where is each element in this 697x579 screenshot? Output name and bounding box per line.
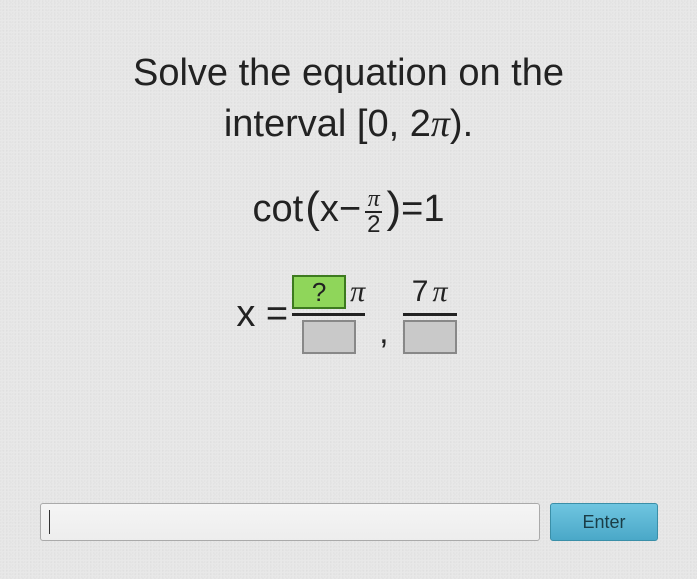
prompt-line-2: interval [0, 2π).: [0, 99, 697, 150]
answer-fraction-1: ? π: [292, 275, 365, 354]
interval-open: [: [357, 103, 368, 145]
prompt-line-1: Solve the equation on the: [0, 48, 697, 99]
equation-rparen: ): [386, 183, 401, 233]
equation-func: cot: [253, 188, 304, 231]
equation-rhs: 1: [423, 188, 444, 231]
equation: cot ( x − π 2 ) = 1: [0, 185, 697, 235]
interval-sep: ,: [389, 103, 410, 145]
interval-prefix: interval: [224, 103, 357, 145]
answer-row: x = ? π , 7π: [0, 275, 697, 354]
answer-blank-den-2[interactable]: [403, 320, 457, 354]
answer-comma: ,: [379, 313, 388, 352]
answer-blank-den-1[interactable]: [302, 320, 356, 354]
equation-var: x: [320, 188, 339, 231]
enter-button[interactable]: Enter: [550, 503, 658, 541]
text-cursor: [49, 510, 50, 534]
interval-b-pi: π: [431, 103, 450, 145]
equation-minus: −: [339, 188, 361, 231]
equation-fraction: π 2: [365, 187, 382, 237]
answer-input[interactable]: [40, 503, 540, 541]
equation-lparen: (: [305, 183, 320, 233]
answer-lhs: x =: [236, 293, 288, 336]
answer-fraction-2: 7π: [403, 275, 457, 354]
answer-num2-coef: 7: [412, 275, 429, 309]
interval-period: .: [463, 103, 474, 145]
interval-a: 0: [367, 103, 388, 145]
interval-b-coef: 2: [410, 103, 431, 145]
answer-pi-2: π: [432, 275, 447, 309]
answer-blank-active[interactable]: ?: [292, 275, 346, 309]
equation-equals: =: [401, 188, 423, 231]
answer-pi-1: π: [350, 275, 365, 309]
equation-frac-den: 2: [365, 213, 382, 237]
interval-close: ): [450, 103, 463, 145]
equation-frac-num: π: [366, 187, 382, 211]
